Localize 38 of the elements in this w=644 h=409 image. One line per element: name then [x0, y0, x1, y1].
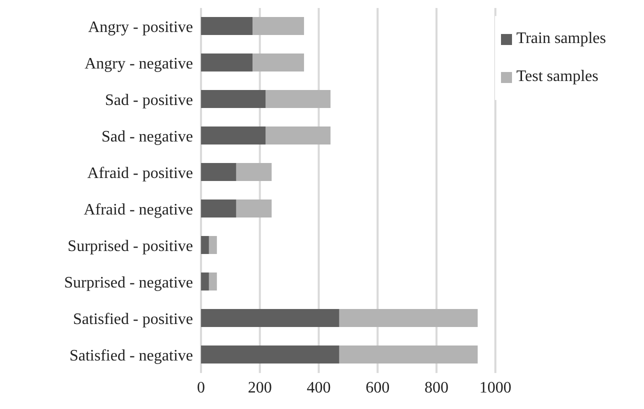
bar	[201, 309, 340, 327]
x-tick-label: 800	[424, 379, 448, 396]
y-tick-label: Surprised - positive	[68, 238, 193, 255]
bar	[201, 90, 266, 108]
y-tick-label: Afraid - negative	[84, 201, 193, 218]
x-tick-label: 400	[306, 379, 331, 396]
y-tick-label: Angry - negative	[84, 55, 193, 72]
y-tick-label: Sad - positive	[105, 92, 193, 109]
bar	[252, 17, 304, 35]
bar	[201, 54, 253, 72]
legend-label: Train samples	[516, 30, 606, 47]
y-tick-label: Satisfied - negative	[69, 347, 193, 364]
x-tick-label: 0	[197, 379, 205, 396]
bar	[252, 54, 304, 72]
y-tick-label: Afraid - positive	[87, 164, 193, 182]
x-tick-label: 1000	[479, 379, 512, 396]
y-tick-label: Angry - positive	[88, 18, 193, 36]
bar	[201, 346, 340, 364]
bar	[208, 272, 217, 290]
bar	[266, 90, 331, 108]
bar	[201, 272, 209, 290]
x-tick-label: 600	[366, 379, 390, 396]
y-tick-label: Sad - negative	[101, 128, 193, 146]
bar	[201, 17, 253, 35]
bar	[201, 126, 266, 144]
y-tick-label: Satisfied - positive	[73, 310, 193, 328]
legend-label: Test samples	[516, 68, 598, 85]
x-tick-label: 200	[248, 379, 272, 396]
bar	[266, 126, 331, 144]
bar	[339, 346, 478, 364]
bar	[201, 236, 209, 254]
bar	[208, 236, 217, 254]
bar	[236, 163, 272, 181]
bar	[201, 200, 236, 218]
y-tick-label: Surprised - negative	[64, 274, 193, 292]
bar	[201, 163, 236, 181]
bar	[236, 200, 272, 218]
bar	[339, 309, 478, 327]
